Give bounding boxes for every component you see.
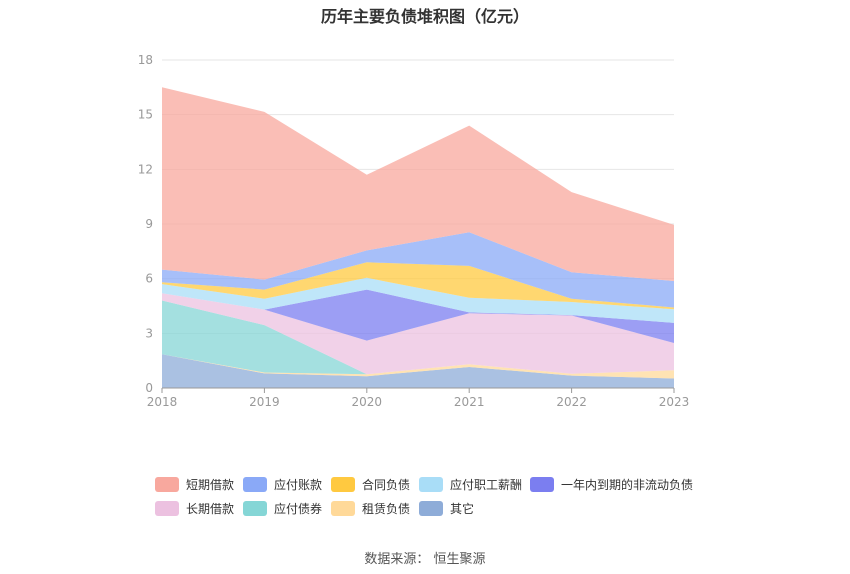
legend-label: 应付职工薪酬 — [450, 477, 523, 492]
legend-item-current-portion-noncurrent[interactable]: 一年内到期的非流动负债 — [530, 476, 693, 493]
chart-title: 历年主要负债堆积图（亿元） — [320, 7, 529, 26]
legend-item-bonds-payable[interactable]: 应付债券 — [243, 500, 331, 517]
x-tick-label: 2020 — [352, 395, 383, 409]
stacked-area-chart: 0 3 6 9 12 15 18 2018 2019 2020 2021 2022 2023 — [138, 53, 690, 409]
area-租赁负债 — [162, 354, 674, 379]
legend-label: 应付债券 — [274, 501, 323, 516]
legend-row-2: 长期借款 应付债券 租赁负债 其它 — [155, 496, 755, 520]
area-应付账款 — [162, 232, 674, 308]
area-短期借款 — [162, 87, 674, 281]
legend-swatch — [155, 476, 179, 492]
x-tick-label: 2021 — [454, 395, 485, 409]
legend-label: 其它 — [450, 501, 475, 516]
legend-label: 租赁负债 — [362, 501, 411, 516]
legend: 短期借款 应付账款 合同负债 应付职工薪酬 一年内到期的非流动负债 长期借款 应… — [155, 472, 755, 520]
x-tick-label: 2018 — [147, 395, 178, 409]
y-tick-label: 12 — [138, 162, 153, 176]
legend-item-long-term-borrowing[interactable]: 长期借款 — [155, 500, 243, 517]
x-tick-label: 2022 — [556, 395, 587, 409]
x-tick-label: 2019 — [249, 395, 280, 409]
legend-swatch — [530, 476, 554, 492]
source-note: 数据来源： 恒生聚源 — [364, 552, 486, 567]
legend-swatch — [419, 476, 443, 492]
legend-item-accounts-payable[interactable]: 应付账款 — [243, 476, 331, 493]
legend-item-contract-liabilities[interactable]: 合同负债 — [331, 476, 419, 493]
legend-label: 短期借款 — [186, 477, 235, 492]
legend-swatch — [243, 476, 267, 492]
legend-item-lease-liabilities[interactable]: 租赁负债 — [331, 500, 419, 517]
y-tick-label: 6 — [145, 272, 153, 286]
legend-label: 应付账款 — [274, 477, 323, 492]
y-tick-label: 18 — [138, 53, 153, 67]
x-tick-label: 2023 — [659, 395, 690, 409]
legend-item-short-term-borrowing[interactable]: 短期借款 — [155, 476, 243, 493]
area-其它 — [162, 354, 674, 388]
legend-swatch — [243, 500, 267, 516]
area-应付职工薪酬 — [162, 277, 674, 323]
legend-label: 长期借款 — [186, 501, 235, 516]
legend-label: 一年内到期的非流动负债 — [561, 477, 694, 492]
area-series — [162, 87, 674, 388]
legend-item-employee-payables[interactable]: 应付职工薪酬 — [419, 476, 530, 493]
area-长期借款 — [162, 293, 674, 375]
legend-label: 合同负债 — [362, 477, 411, 492]
area-一年内到期的非流动负债 — [162, 289, 674, 343]
area-合同负债 — [162, 262, 674, 310]
y-tick-label: 9 — [145, 217, 153, 231]
area-应付债券 — [162, 300, 674, 375]
y-tick-label: 0 — [145, 381, 153, 395]
axes: 0 3 6 9 12 15 18 2018 2019 2020 2021 2022 2023 — [138, 53, 690, 409]
legend-row-1: 短期借款 应付账款 合同负债 应付职工薪酬 一年内到期的非流动负债 — [155, 472, 755, 496]
legend-item-other[interactable]: 其它 — [419, 500, 507, 517]
legend-swatch — [331, 476, 355, 492]
y-tick-label: 15 — [138, 108, 153, 122]
legend-swatch — [155, 500, 179, 516]
legend-swatch — [419, 500, 443, 516]
y-tick-label: 3 — [145, 326, 153, 340]
legend-swatch — [331, 500, 355, 516]
